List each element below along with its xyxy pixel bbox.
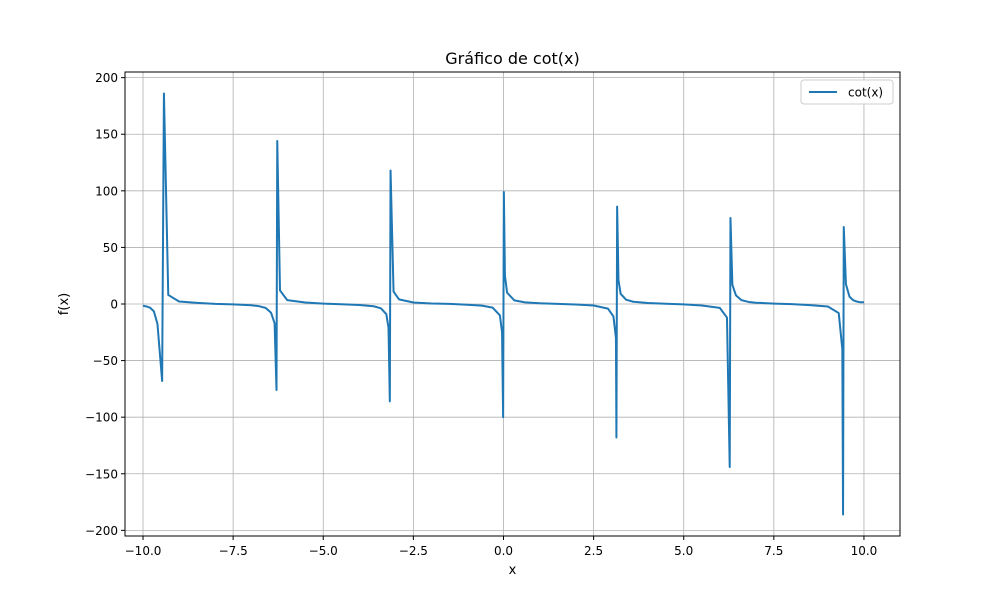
series-line-cot: [142, 92, 864, 516]
y-tick-label: −100: [85, 411, 118, 425]
x-axis-label: x: [509, 563, 517, 578]
y-tick-label: 100: [95, 184, 118, 198]
x-tick-label: 2.5: [584, 544, 603, 558]
legend-box: [800, 79, 894, 105]
x-tick-label: −2.5: [399, 544, 428, 558]
grid-lines: [125, 72, 900, 536]
y-tick-label: 150: [95, 128, 118, 142]
y-tick-label: 0: [110, 298, 118, 312]
legend-label: cot(x): [848, 86, 883, 100]
x-tick-label: 5.0: [674, 544, 693, 558]
plot-series-area: [142, 92, 864, 516]
x-tick-label: −7.5: [219, 544, 248, 558]
y-tick-label: 200: [95, 71, 118, 85]
y-axis-label: f(x): [57, 293, 72, 315]
y-tick-label: 50: [103, 241, 118, 255]
legend: cot(x): [800, 79, 894, 105]
x-tick-label: 7.5: [764, 544, 783, 558]
x-tick-label: −5.0: [309, 544, 338, 558]
x-tick-label: −10.0: [125, 544, 162, 558]
x-axis-ticks: −10.0 −7.5 −5.0 −2.5 0.0 2.5 5.0 7.5 10.0: [125, 536, 878, 558]
chart-title: Gráfico de cot(x): [445, 49, 579, 68]
x-tick-label: 10.0: [851, 544, 878, 558]
y-tick-label: −150: [85, 467, 118, 481]
y-axis-ticks: −200 −150 −100 −50 0 50 100 150 200: [85, 71, 125, 538]
y-tick-label: −50: [93, 354, 118, 368]
x-tick-label: 0.0: [494, 544, 513, 558]
y-tick-label: −200: [85, 524, 118, 538]
